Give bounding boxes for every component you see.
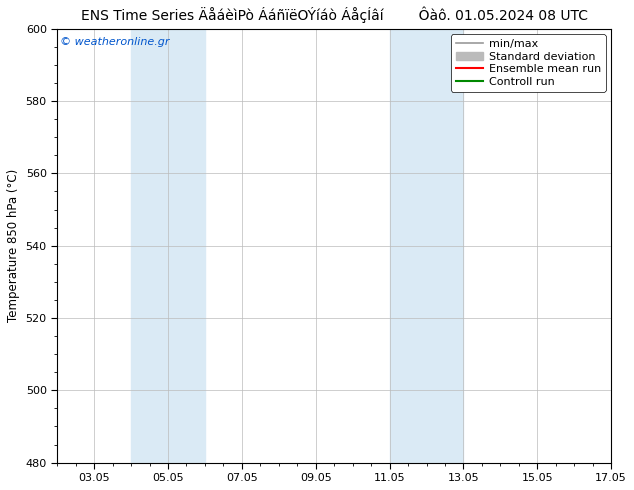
Y-axis label: Temperature 850 hPa (°C): Temperature 850 hPa (°C) [7,169,20,322]
Bar [389,29,463,463]
Legend: min/max, Standard deviation, Ensemble mean run, Controll run: min/max, Standard deviation, Ensemble me… [451,34,605,92]
Text: © weatheronline.gr: © weatheronline.gr [60,37,169,48]
Title: ENS Time Series ÄåáèìPò ÁáñïëOÝíáò ÁåçÍâí        Ôàô. 01.05.2024 08 UTC: ENS Time Series ÄåáèìPò ÁáñïëOÝíáò ÁåçÍâ… [81,7,588,24]
Bar [131,29,205,463]
